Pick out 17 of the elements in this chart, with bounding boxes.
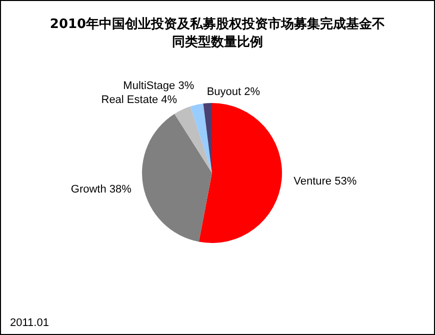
pie-slice [174,106,212,173]
pie-slice [190,104,212,173]
data-label: 2% [244,86,260,98]
slice-label: Venture [294,176,335,188]
slice-label: MultiStage [123,80,178,92]
pie-slice [142,114,212,242]
data-label: 3% [178,80,194,92]
text: 2011.01 [10,317,49,329]
slice-label: Growth [70,183,110,196]
pie-slice [203,103,212,173]
slice-label: Buyout [206,86,244,98]
chart-title: 2010年中国创业投资及私募股权投资市场募集完成基金不同类型数量比例 [50,16,386,50]
data-label: 4% [161,94,178,106]
data-label: 38% [109,183,132,196]
data-label: 53% [334,176,357,188]
slice-label: Real Estate [101,94,162,106]
pie-slice [198,103,282,243]
